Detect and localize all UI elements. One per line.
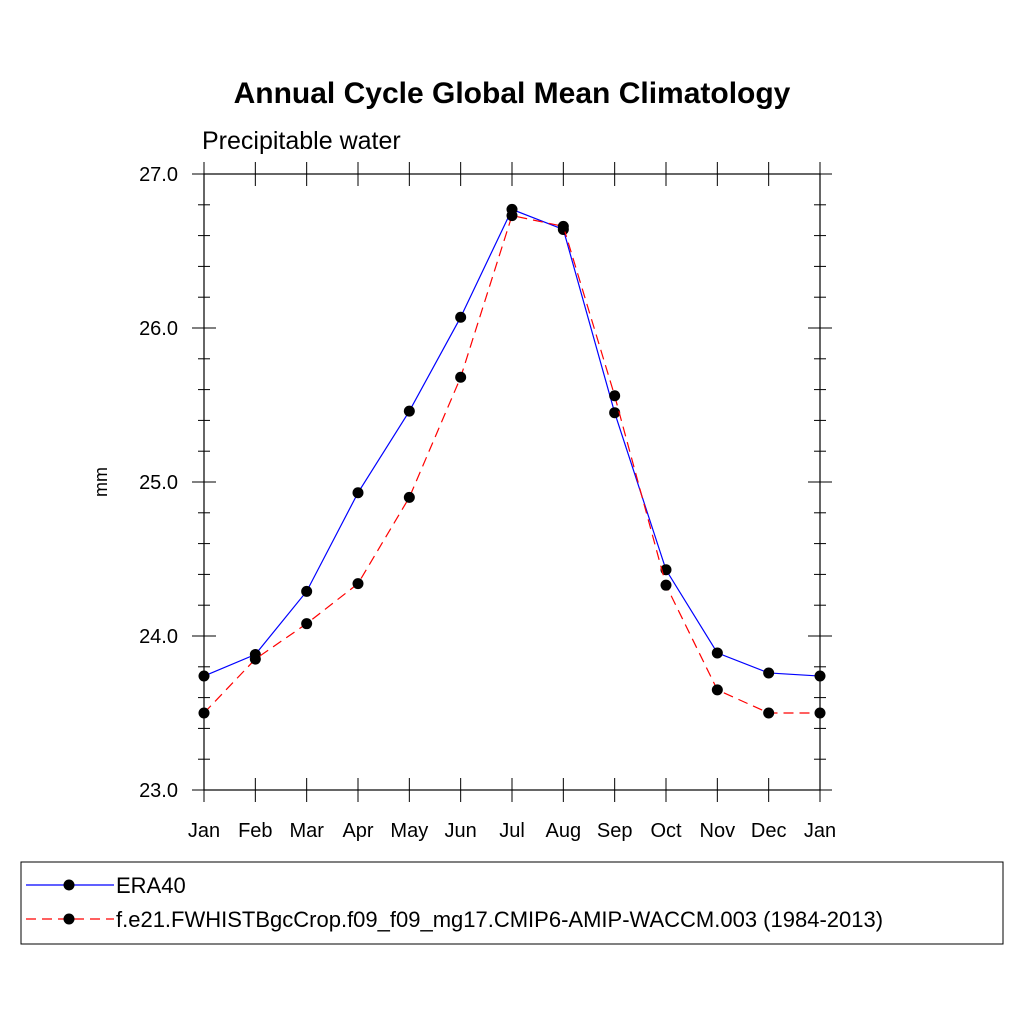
- series-2-point: [506, 210, 518, 222]
- series-1-point: [609, 407, 621, 419]
- x-tick-label: May: [390, 820, 428, 842]
- x-tick-label: Mar: [289, 820, 324, 842]
- series-2-point: [557, 220, 569, 232]
- series-1-point: [301, 585, 313, 597]
- series-2-point: [660, 579, 672, 591]
- series-2-point: [609, 390, 621, 402]
- y-axis-label: mm: [91, 467, 111, 497]
- series-layer: [198, 203, 826, 719]
- x-tick-label: Jan: [804, 820, 836, 842]
- y-tick-label: 26.0: [139, 318, 178, 340]
- series-2-point: [301, 618, 313, 630]
- axis-ticks: [192, 162, 832, 802]
- x-tick-label: Jun: [445, 820, 477, 842]
- legend: ERA40 f.e21.FWHISTBgcCrop.f09_f09_mg17.CM…: [20, 861, 1004, 945]
- legend-marker-2: [63, 913, 75, 925]
- y-tick-labels: 23.0 24.0 25.0 26.0 27.0: [139, 164, 178, 802]
- series-2-point: [403, 491, 415, 503]
- series-2-point: [455, 371, 467, 383]
- series-2-point: [352, 578, 364, 590]
- series-1-point: [455, 311, 467, 323]
- y-tick-label: 24.0: [139, 626, 178, 648]
- series-2-point: [711, 684, 723, 696]
- series-line-2: [203, 214, 820, 714]
- x-tick-label: Sep: [597, 820, 633, 842]
- series-1-point: [660, 564, 672, 576]
- series-1-point: [198, 670, 210, 682]
- x-tick-label: Oct: [650, 820, 682, 842]
- x-tick-label: Dec: [751, 820, 787, 842]
- y-tick-label: 23.0: [139, 780, 178, 802]
- y-tick-label: 27.0: [139, 164, 178, 186]
- legend-frame: [20, 861, 1004, 945]
- x-tick-label: Jan: [188, 820, 220, 842]
- x-tick-labels: Jan Feb Mar Apr May Jun Jul Aug Sep Oct Nov Dec Jan: [188, 820, 836, 842]
- y-tick-label: 25.0: [139, 472, 178, 494]
- series-1-point: [403, 405, 415, 417]
- legend-label-1: ERA40: [116, 873, 186, 898]
- x-tick-label: Jul: [499, 820, 525, 842]
- legend-label-2: f.e21.FWHISTBgcCrop.f09_f09_mg17.CMIP6-A…: [116, 907, 883, 932]
- series-line-1: [203, 208, 821, 677]
- x-tick-label: Nov: [700, 820, 736, 842]
- plot-frame: [203, 173, 821, 791]
- x-tick-label: Apr: [342, 820, 373, 842]
- series-1-point: [763, 667, 775, 679]
- chart-title: Annual Cycle Global Mean Climatology: [234, 77, 791, 110]
- series-2-point: [814, 707, 826, 719]
- series-2-point: [249, 653, 261, 665]
- chart-subtitle: Precipitable water: [202, 127, 401, 155]
- series-1-point: [711, 647, 723, 659]
- series-2-point: [198, 707, 210, 719]
- series-1-point: [352, 487, 364, 499]
- series-1-point: [814, 670, 826, 682]
- x-tick-label: Feb: [238, 820, 272, 842]
- x-tick-label: Aug: [546, 820, 582, 842]
- series-2-point: [763, 707, 775, 719]
- legend-marker-1: [63, 879, 75, 891]
